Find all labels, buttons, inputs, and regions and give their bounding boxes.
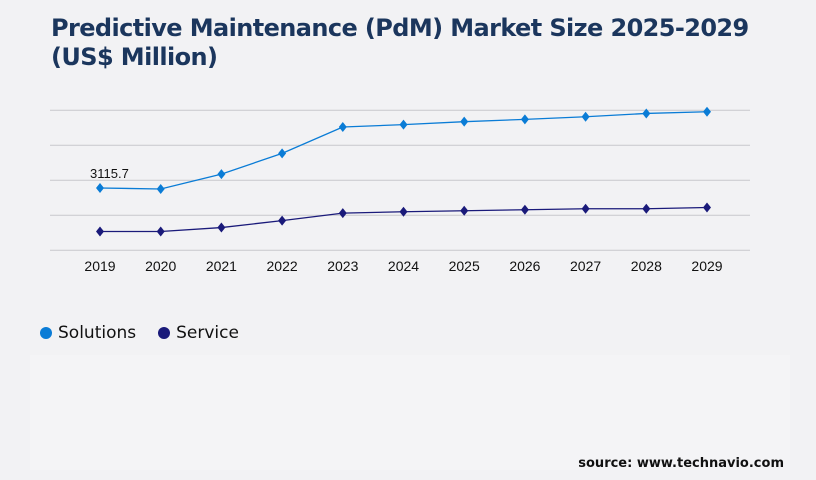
data-point-service <box>581 203 590 214</box>
data-point-service <box>338 208 347 219</box>
legend-item-solutions[interactable]: Solutions <box>40 323 136 343</box>
data-point-service <box>96 226 104 237</box>
data-point-service <box>156 226 165 237</box>
data-point-service <box>642 203 651 214</box>
data-point-service <box>399 206 408 217</box>
data-point-solutions <box>399 119 408 130</box>
data-point-service <box>217 222 226 233</box>
data-point-solutions <box>642 108 651 119</box>
x-tick-label: 2027 <box>570 258 601 274</box>
data-point-service <box>460 205 469 216</box>
x-tick-label: 2019 <box>84 258 115 274</box>
data-point-solutions <box>96 182 104 193</box>
source-text: source: www.technavio.com <box>578 456 784 471</box>
legend: Solutions Service <box>40 323 261 343</box>
x-tick-label: 2025 <box>449 258 480 274</box>
data-point-solutions <box>338 122 347 132</box>
data-point-solutions <box>520 114 529 125</box>
x-tick-label: 2023 <box>327 258 358 274</box>
data-point-solutions <box>217 169 226 180</box>
background-panel <box>30 355 790 470</box>
data-point-solutions <box>581 111 590 122</box>
data-label: 3115.7 <box>90 166 129 181</box>
x-tick-label: 2029 <box>691 258 722 274</box>
x-tick-label: 2022 <box>267 258 298 274</box>
data-point-solutions <box>703 106 711 117</box>
legend-label: Solutions <box>58 323 137 343</box>
line-chart: 2019 2020 2021 2022 2023 2024 2025 2026 2027 2028… <box>50 106 750 274</box>
legend-marker-icon <box>158 327 171 339</box>
legend-label: Service <box>176 323 239 343</box>
legend-item-service[interactable]: Service <box>158 323 239 343</box>
chart-title: Predictive Maintenance (PdM) Market Size… <box>51 14 749 71</box>
legend-marker-icon <box>40 327 52 339</box>
data-point-service <box>703 202 711 213</box>
data-point-solutions <box>156 183 165 194</box>
x-tick-label: 2024 <box>388 258 419 274</box>
data-point-solutions <box>278 148 287 159</box>
data-point-solutions <box>460 116 469 127</box>
data-point-service <box>278 215 287 226</box>
x-tick-label: 2028 <box>631 258 662 274</box>
x-tick-label: 2020 <box>145 258 176 274</box>
x-tick-label: 2026 <box>509 258 540 274</box>
data-point-service <box>520 204 529 215</box>
x-tick-label: 2021 <box>206 258 237 274</box>
